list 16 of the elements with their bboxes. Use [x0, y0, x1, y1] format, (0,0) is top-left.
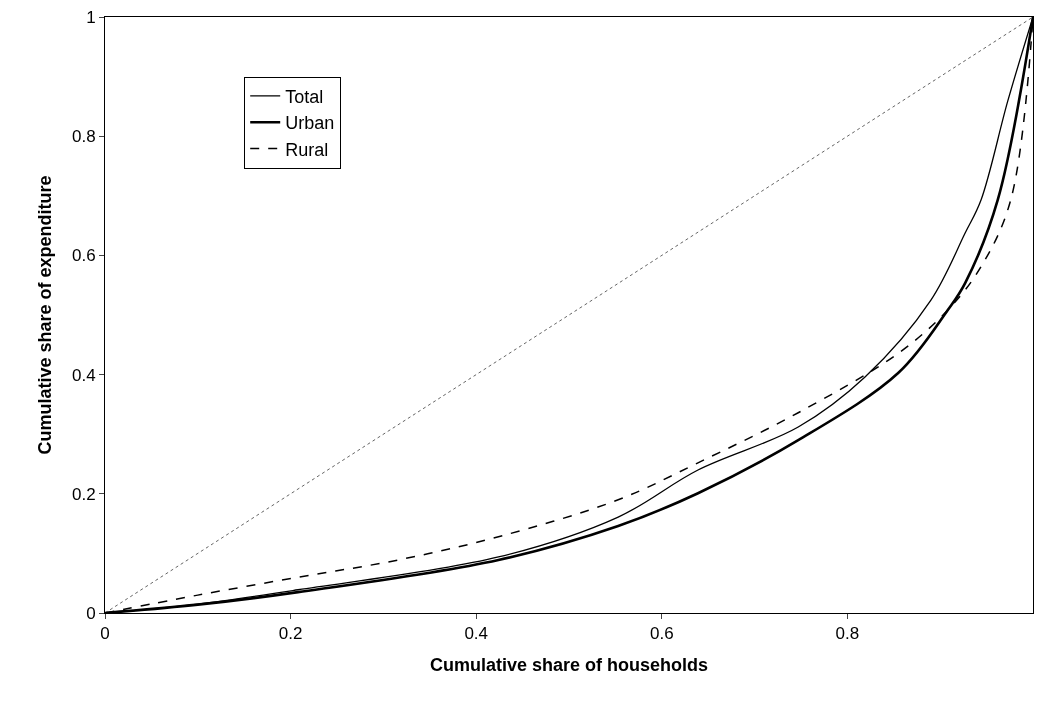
x-tick-label: 0.4 — [464, 624, 489, 644]
x-tick-label: 0 — [100, 624, 110, 644]
y-tick-label: 0.6 — [71, 246, 96, 266]
y-tick-label: 0.2 — [71, 484, 96, 504]
y-tick-label: 0.8 — [71, 127, 96, 147]
y-axis-title: Cumulative share of expenditure — [35, 175, 56, 455]
y-tick-label: 0.4 — [71, 365, 96, 385]
x-tick-label: 0.6 — [649, 624, 674, 644]
x-tick-label: 0.2 — [278, 624, 303, 644]
x-axis-title: Cumulative share of households — [429, 654, 709, 675]
legend-label: Rural — [285, 139, 329, 160]
y-tick-label: 0 — [86, 603, 96, 623]
y-tick-label: 1 — [86, 7, 96, 27]
legend-label: Total — [285, 86, 324, 107]
x-tick-label: 0.8 — [835, 624, 860, 644]
legend-label: Urban — [285, 113, 335, 134]
